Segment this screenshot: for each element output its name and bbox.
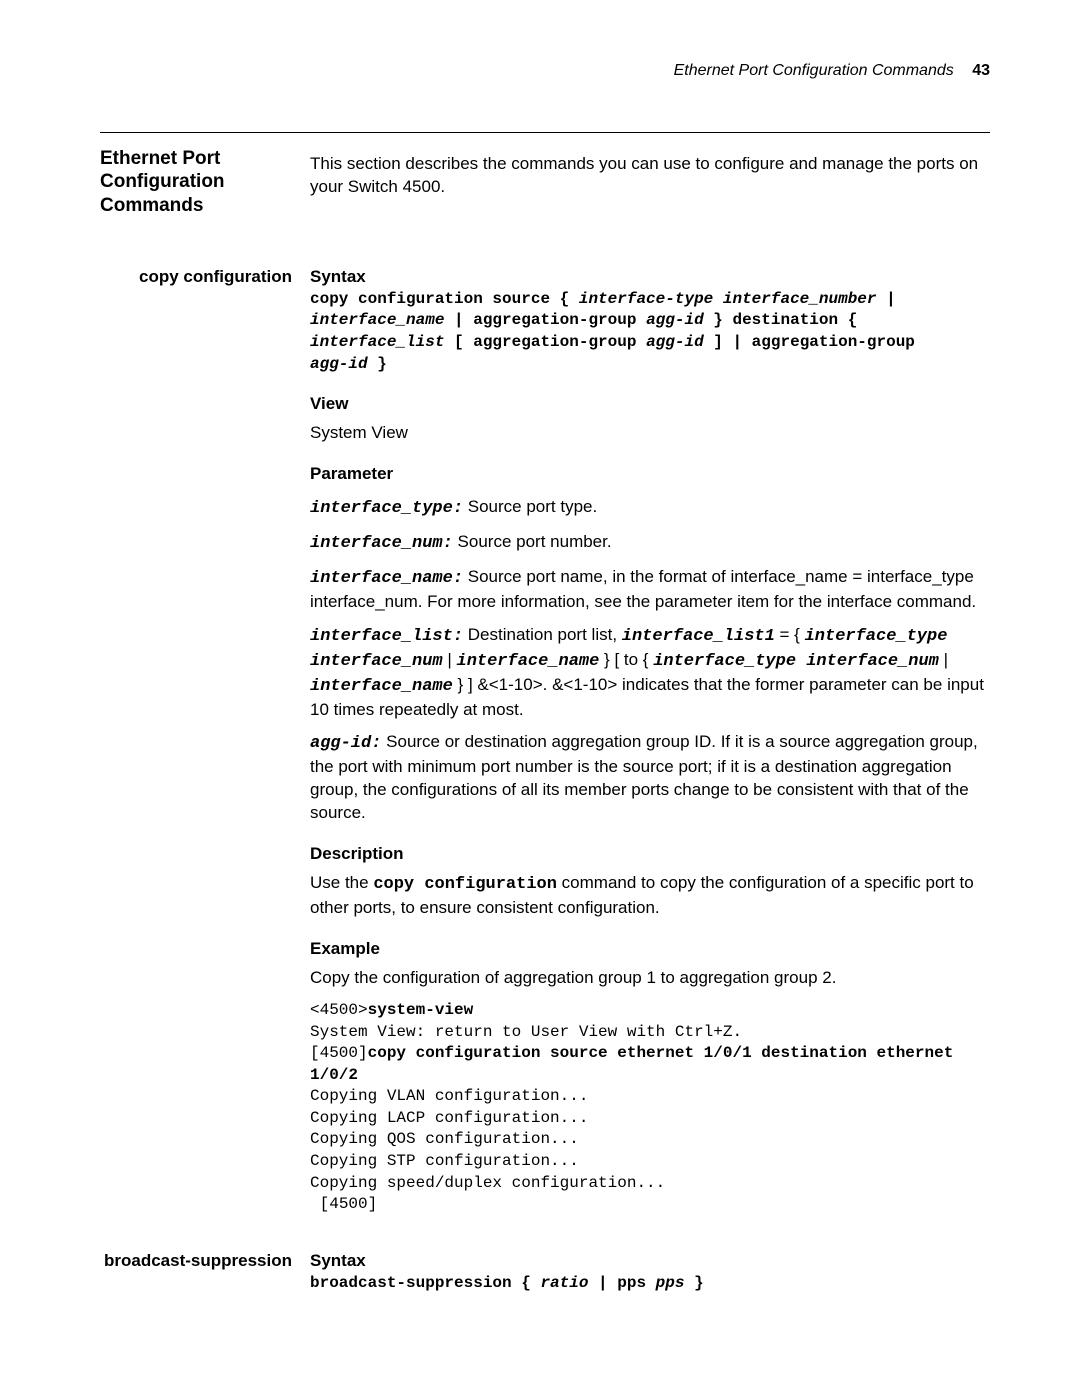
description-text: Use the copy configuration command to co… (310, 872, 990, 920)
view-heading: View (310, 393, 990, 416)
param-interface-list: interface_list: Destination port list, i… (310, 624, 990, 722)
cmd-body: Syntax broadcast-suppression { ratio | p… (310, 1250, 990, 1295)
section-intro: This section describes the commands you … (310, 147, 990, 199)
section-title: Ethernet Port Configuration Commands (100, 147, 292, 218)
running-header: Ethernet Port Configuration Commands 43 (100, 60, 990, 82)
param-agg-id: agg-id: Source or destination aggregatio… (310, 731, 990, 825)
syntax-block: broadcast-suppression { ratio | pps pps … (310, 1273, 990, 1295)
cmd-broadcast-suppression: broadcast-suppression (100, 1250, 292, 1273)
page-number: 43 (972, 62, 990, 79)
section-title-col: Ethernet Port Configuration Commands (100, 147, 310, 218)
rule-line (100, 132, 990, 133)
example-heading: Example (310, 938, 990, 961)
cmd-title-col: broadcast-suppression (100, 1250, 310, 1273)
example-intro: Copy the configuration of aggregation gr… (310, 967, 990, 990)
cmd-title-col: copy configuration (100, 266, 310, 289)
syntax-block: copy configuration source { interface-ty… (310, 289, 990, 375)
param-interface-num: interface_num: Source port number. (310, 531, 990, 556)
cmd-body: Syntax copy configuration source { inter… (310, 266, 990, 1216)
intro-text: This section describes the commands you … (310, 153, 990, 199)
syntax-heading: Syntax (310, 266, 990, 289)
header-title: Ethernet Port Configuration Commands (674, 62, 954, 79)
syntax-heading: Syntax (310, 1250, 990, 1273)
param-interface-type: interface_type: Source port type. (310, 496, 990, 521)
description-heading: Description (310, 843, 990, 866)
parameter-heading: Parameter (310, 463, 990, 486)
cmd-copy-configuration: copy configuration (100, 266, 292, 289)
param-interface-name: interface_name: Source port name, in the… (310, 566, 990, 614)
example-block: <4500>system-view System View: return to… (310, 1000, 990, 1216)
view-text: System View (310, 422, 990, 445)
